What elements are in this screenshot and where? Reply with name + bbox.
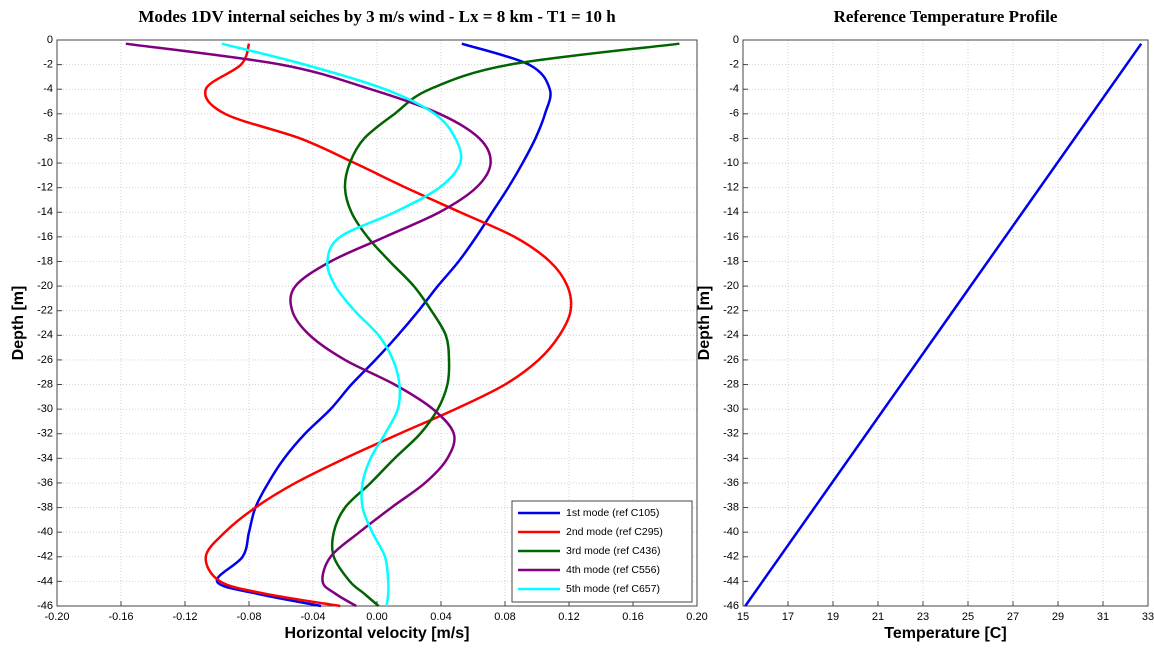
y-tick-label: -2 <box>43 59 53 71</box>
y-tick-label: -20 <box>37 280 53 292</box>
x-tick-label: 0.00 <box>366 611 387 623</box>
x-tick-label: 27 <box>1007 611 1019 623</box>
chart-title: Reference Temperature Profile <box>834 7 1058 26</box>
y-tick-label: -24 <box>723 329 739 341</box>
y-tick-label: -20 <box>723 280 739 292</box>
y-tick-label: -28 <box>37 378 53 390</box>
profile-line <box>203 43 573 608</box>
y-tick-label: -36 <box>37 477 53 489</box>
legend-label: 1st mode (ref C105) <box>566 507 659 519</box>
y-tick-label: -46 <box>723 600 739 612</box>
y-tick-label: -22 <box>37 305 53 317</box>
x-tick-label: 0.12 <box>558 611 579 623</box>
x-tick-label: 25 <box>962 611 974 623</box>
y-tick-label: -40 <box>723 526 739 538</box>
x-tick-label: -0.04 <box>300 611 325 623</box>
legend-label: 4th mode (ref C556) <box>566 564 660 576</box>
y-tick-label: -38 <box>723 501 739 513</box>
profile-line <box>221 42 463 607</box>
y-tick-label: -16 <box>37 231 53 243</box>
y-tick-label: -2 <box>729 59 739 71</box>
y-tick-label: -12 <box>37 182 53 194</box>
y-tick-label: -4 <box>43 83 53 95</box>
y-tick-label: -12 <box>723 182 739 194</box>
profile-line <box>330 42 680 607</box>
x-tick-label: 21 <box>872 611 884 623</box>
y-tick-label: -14 <box>723 206 739 218</box>
y-tick-label: -24 <box>37 329 53 341</box>
y-tick-label: -8 <box>729 132 739 144</box>
y-axis-label: Depth [m] <box>10 286 27 361</box>
y-tick-label: -4 <box>729 83 739 95</box>
y-tick-label: -6 <box>729 108 739 120</box>
x-tick-label: 33 <box>1142 611 1154 623</box>
y-tick-label: -16 <box>723 231 739 243</box>
legend-label: 3rd mode (ref C436) <box>566 545 661 557</box>
x-tick-label: 29 <box>1052 611 1064 623</box>
y-axis-label: Depth [m] <box>696 286 713 361</box>
y-tick-label: -22 <box>723 305 739 317</box>
x-tick-label: 0.08 <box>494 611 515 623</box>
y-tick-label: 0 <box>47 34 53 46</box>
y-tick-label: -26 <box>723 354 739 366</box>
x-tick-label: 19 <box>827 611 839 623</box>
y-tick-label: -44 <box>37 575 53 587</box>
legend-label: 5th mode (ref C657) <box>566 583 660 595</box>
y-tick-label: -26 <box>37 354 53 366</box>
x-tick-label: -0.16 <box>108 611 133 623</box>
y-tick-label: -30 <box>37 403 53 415</box>
y-tick-label: 0 <box>733 34 739 46</box>
y-tick-label: -44 <box>723 575 739 587</box>
y-tick-label: -30 <box>723 403 739 415</box>
y-tick-label: -18 <box>37 255 53 267</box>
y-tick-label: -40 <box>37 526 53 538</box>
y-tick-label: -32 <box>37 428 53 440</box>
x-axis-label: Horizontal velocity [m/s] <box>285 625 470 642</box>
y-tick-label: -8 <box>43 132 53 144</box>
y-tick-label: -36 <box>723 477 739 489</box>
y-tick-label: -34 <box>37 452 53 464</box>
y-tick-label: -10 <box>723 157 739 169</box>
y-tick-label: -32 <box>723 428 739 440</box>
x-tick-label: 23 <box>917 611 929 623</box>
x-tick-label: 0.16 <box>622 611 643 623</box>
profile-line <box>215 42 552 608</box>
x-tick-label: -0.12 <box>172 611 197 623</box>
x-tick-label: 15 <box>737 611 749 623</box>
x-tick-label: -0.08 <box>236 611 261 623</box>
y-tick-label: -6 <box>43 108 53 120</box>
axes-frame <box>742 39 1149 607</box>
x-tick-label: 31 <box>1097 611 1109 623</box>
chart-title: Modes 1DV internal seiches by 3 m/s wind… <box>138 7 616 26</box>
y-tick-label: -42 <box>723 551 739 563</box>
y-tick-label: -28 <box>723 378 739 390</box>
x-tick-label: -0.20 <box>44 611 69 623</box>
profile-line <box>744 42 1143 607</box>
y-tick-label: -46 <box>37 600 53 612</box>
y-tick-label: -14 <box>37 206 53 218</box>
y-tick-label: -38 <box>37 501 53 513</box>
x-axis-label: Temperature [C] <box>884 625 1006 642</box>
y-tick-label: -42 <box>37 551 53 563</box>
x-tick-label: 17 <box>782 611 794 623</box>
y-tick-label: -10 <box>37 157 53 169</box>
legend-label: 2nd mode (ref C295) <box>566 526 663 538</box>
y-tick-label: -34 <box>723 452 739 464</box>
x-tick-label: 0.20 <box>686 611 707 623</box>
y-tick-label: -18 <box>723 255 739 267</box>
profile-line <box>125 42 492 608</box>
x-tick-label: 0.04 <box>430 611 451 623</box>
